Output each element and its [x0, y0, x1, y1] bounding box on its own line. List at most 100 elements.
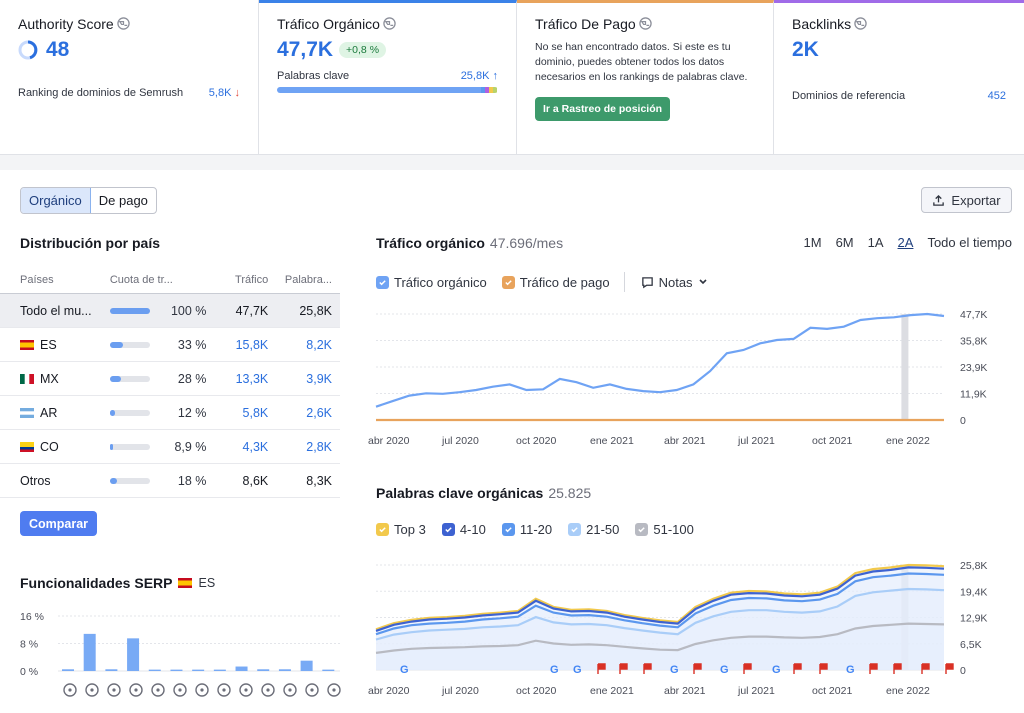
down-arrow-icon: ↓: [234, 87, 241, 99]
header-share[interactable]: Cuota de tr...: [109, 273, 173, 286]
organic-keywords-chart-title: Palabras clave orgánicas: [376, 485, 544, 501]
referring-domains-value[interactable]: 452: [987, 90, 1006, 102]
keywords-value[interactable]: 8,2K: [306, 337, 332, 352]
x-tick-label: ene 2021: [590, 435, 634, 447]
share-value: 33 %: [177, 337, 207, 352]
period-1a[interactable]: 1A: [867, 235, 884, 250]
period-all[interactable]: Todo el tiempo: [927, 235, 1012, 250]
checkbox-icon: [635, 523, 649, 536]
icon-dot: [288, 688, 292, 692]
traffic-value[interactable]: 13,3K: [235, 371, 269, 386]
notes-dropdown[interactable]: Notas: [641, 275, 708, 290]
country-name: MX: [40, 371, 59, 386]
country-name: CO: [40, 439, 59, 454]
backlinks-value[interactable]: 2K: [792, 38, 819, 61]
legend-item[interactable]: 11-20: [501, 522, 552, 537]
share-bar: [109, 409, 150, 416]
icon-dot: [310, 688, 314, 692]
legend-label: 21-50: [586, 522, 620, 537]
bar: [300, 660, 313, 671]
bar: [148, 669, 161, 671]
traffic-value[interactable]: 4,3K: [242, 439, 269, 454]
bar: [213, 669, 226, 671]
mx-flag-icon: [20, 373, 34, 384]
globe-icon: [383, 17, 396, 30]
google-update-icon: G: [400, 664, 409, 676]
x-tick-label: abr 2021: [664, 435, 706, 447]
serp-features-title: Funcionalidades SERP: [20, 575, 173, 591]
share-bar-fill: [109, 341, 124, 348]
legend-item[interactable]: 51-100: [635, 522, 694, 537]
series-area: [376, 565, 944, 670]
checkbox-icon: [501, 275, 515, 289]
keywords-label: Palabras clave: [277, 70, 350, 82]
backlinks-title: Backlinks: [792, 16, 852, 32]
icon-dot: [222, 688, 226, 692]
export-button[interactable]: Exportar: [921, 187, 1012, 213]
organic-keywords-chart-value: 25.825: [548, 485, 592, 501]
note-flag-icon: [619, 663, 628, 674]
legend-item[interactable]: Top 3: [376, 522, 426, 537]
play-icon: [283, 683, 297, 697]
icon-dot: [332, 688, 336, 692]
position-tracking-button[interactable]: Ir a Rastreo de posición: [535, 97, 671, 121]
legend-item[interactable]: 21-50: [568, 522, 619, 537]
notes-label: Notas: [658, 274, 693, 290]
icon-shape: [327, 683, 341, 697]
tab-organic[interactable]: Orgánico: [21, 188, 91, 213]
export-label: Exportar: [951, 192, 1001, 208]
series-line: [375, 563, 945, 631]
legend-paid-traffic[interactable]: Tráfico de pago: [501, 275, 610, 290]
table-row[interactable]: Otros 18 % 8,6K 8,3K: [0, 464, 340, 498]
share-value: 18 %: [177, 473, 207, 488]
share-cell: 8,9 %: [109, 440, 206, 454]
link-icon: [151, 683, 165, 697]
checkbox-icon: [441, 523, 455, 536]
period-1m[interactable]: 1M: [803, 235, 822, 250]
compare-button[interactable]: Comparar: [20, 511, 97, 536]
tab-paid[interactable]: De pago: [98, 193, 148, 208]
series-area: [376, 589, 944, 670]
keywords-value[interactable]: 2,6K: [306, 405, 332, 420]
table-row[interactable]: CO 8,9 % 4,3K 2,8K: [0, 430, 340, 464]
table-row[interactable]: MX 28 % 13,3K 3,9K: [0, 362, 340, 396]
keywords-value[interactable]: 3,9K: [306, 371, 332, 386]
keywords-progress-bar: [277, 87, 498, 93]
crown-icon: [239, 683, 253, 697]
icon-dot: [112, 688, 116, 692]
header-traffic[interactable]: Tráfico: [235, 273, 269, 286]
header-keywords[interactable]: Palabra...: [284, 273, 332, 286]
share-value: 12 %: [177, 405, 207, 420]
serp-features-chart: 16 % 8 % 0 %: [20, 611, 341, 697]
icon-shape: [63, 683, 77, 697]
note-flag-icon: [819, 663, 828, 674]
country-cell: AR: [20, 406, 110, 420]
share-bar-fill: [109, 375, 122, 382]
legend-organic-traffic[interactable]: Tráfico orgánico: [376, 275, 487, 290]
paid-traffic-title: Tráfico De Pago: [535, 16, 636, 32]
period-6m[interactable]: 6M: [835, 235, 854, 250]
legend-item[interactable]: 4-10: [441, 522, 486, 537]
table-row[interactable]: Todo el mu... 100 % 47,7K 25,8K: [0, 294, 340, 328]
bar: [105, 669, 118, 671]
organic-traffic-value[interactable]: 47,7K: [277, 38, 334, 61]
table-header: Países Cuota de tr... Tráfico Palabra...: [0, 266, 340, 294]
table-row[interactable]: ES 33 % 15,8K 8,2K: [0, 328, 340, 362]
x-tick-label: oct 2020: [516, 435, 556, 447]
header-countries[interactable]: Países: [20, 273, 54, 286]
traffic-type-tabs: Orgánico De pago: [20, 187, 157, 214]
period-2a[interactable]: 2A: [897, 235, 914, 250]
change-badge: +0,8 %: [339, 42, 387, 58]
series-line: [375, 572, 945, 636]
x-tick-label: oct 2021: [812, 685, 852, 697]
table-row[interactable]: AR 12 % 5,8K 2,6K: [0, 396, 340, 430]
keywords-value[interactable]: 2,8K: [306, 439, 332, 454]
traffic-value[interactable]: 15,8K: [235, 337, 269, 352]
traffic-value: 47,7K: [235, 303, 269, 318]
semrush-rank-value[interactable]: 5,8K: [208, 87, 232, 99]
traffic-value[interactable]: 5,8K: [242, 405, 269, 420]
video-icon: [217, 683, 231, 697]
share-bar-fill: [109, 477, 118, 484]
paid-traffic-card: Tráfico De Pago No se han encontrado dat…: [517, 0, 774, 155]
keywords-value[interactable]: 25,8K: [460, 70, 490, 82]
